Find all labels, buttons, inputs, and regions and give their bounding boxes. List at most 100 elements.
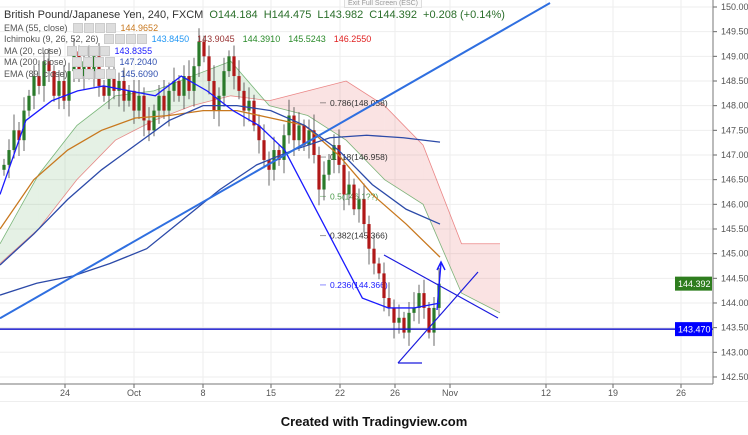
indicator-buttons[interactable] — [72, 68, 116, 79]
close-icon[interactable] — [104, 57, 115, 68]
indicator-buttons[interactable] — [71, 57, 115, 68]
y-tick-label: 150.000 — [721, 2, 748, 12]
y-tick-label: 149.000 — [721, 51, 748, 61]
close-icon[interactable] — [105, 68, 116, 79]
candle — [182, 65, 186, 110]
candle-body — [422, 293, 426, 308]
gear-icon[interactable] — [83, 68, 94, 79]
gear-icon[interactable] — [114, 34, 125, 45]
indicator-line — [0, 75, 441, 309]
candle-body — [127, 90, 131, 101]
eye-icon[interactable] — [103, 34, 114, 45]
candle — [62, 65, 66, 110]
candle-body — [287, 115, 291, 136]
indicator-legend-row[interactable]: MA (200, close) 147.2040 — [4, 57, 505, 69]
candle-body — [122, 80, 126, 101]
ichimoku-cloud-segment — [461, 243, 500, 313]
candle — [382, 262, 386, 312]
indicator-value: 144.9652 — [120, 22, 159, 33]
indicator-buttons[interactable] — [66, 45, 110, 56]
candle-body — [397, 317, 401, 323]
candle-body — [332, 145, 336, 160]
candle — [227, 50, 231, 78]
candle-body — [157, 95, 161, 111]
indicator-label: MA (200, close) — [4, 57, 67, 68]
candle-body — [377, 263, 381, 274]
triangle-upper-line — [383, 254, 499, 319]
candle-body — [37, 76, 41, 86]
candle-body — [192, 66, 196, 91]
candle-body — [392, 307, 396, 323]
plus-icon[interactable] — [94, 22, 105, 33]
candle-body — [247, 100, 251, 111]
indicator-value: 143.8450 — [151, 34, 190, 45]
plus-icon[interactable] — [93, 57, 104, 68]
candle-body — [172, 80, 176, 91]
candle-body — [132, 90, 136, 111]
candle-body — [182, 76, 186, 96]
candle — [32, 65, 36, 110]
candle — [232, 45, 236, 90]
gear-icon[interactable] — [83, 22, 94, 33]
candle — [42, 52, 46, 102]
plus-icon[interactable] — [94, 68, 105, 79]
gear-icon[interactable] — [77, 45, 88, 56]
close-icon[interactable] — [136, 34, 147, 45]
gear-icon[interactable] — [82, 57, 93, 68]
ichimoku-cloud-segment — [423, 145, 462, 294]
candle — [187, 60, 191, 100]
footer-credit: Created with Tradingview.com — [280, 414, 468, 429]
candle — [377, 257, 381, 280]
indicator-buttons[interactable] — [72, 22, 116, 33]
candle-body — [352, 184, 356, 210]
eye-icon[interactable] — [71, 57, 82, 68]
x-tick-label: 19 — [608, 388, 618, 398]
high-value: H144.475 — [263, 9, 312, 21]
candle — [332, 134, 336, 174]
eye-icon[interactable] — [66, 45, 77, 56]
candle — [157, 84, 161, 124]
candle-body — [167, 90, 171, 111]
candle-body — [202, 41, 206, 57]
indicator-legend-row[interactable]: EMA (89, close) 145.6090 — [4, 68, 505, 80]
close-icon[interactable] — [105, 22, 116, 33]
candle-body — [282, 135, 286, 160]
candle — [362, 183, 366, 233]
arrow-line — [436, 262, 442, 311]
candle-body — [342, 164, 346, 195]
candle — [207, 45, 211, 95]
indicator-legend-row[interactable]: EMA (55, close) 144.9652 — [4, 22, 505, 34]
candle-body — [302, 125, 306, 146]
indicator-value: 145.5243 — [288, 34, 326, 45]
y-tick-label: 144.500 — [721, 273, 748, 283]
y-tick-label: 143.500 — [721, 323, 748, 333]
candle-body — [432, 307, 436, 333]
indicator-legend-row[interactable]: Ichimoku (9, 26, 52, 26) 143.8450 143.9045… — [4, 34, 505, 46]
symbol-row: British Pound/Japanese Yen, 240, FXCM O1… — [4, 8, 505, 22]
indicator-legend-row[interactable]: MA (20, close) 143.8355 — [4, 45, 505, 57]
price-label: 144.392 — [678, 279, 711, 289]
candle-body — [137, 95, 141, 111]
eye-icon[interactable] — [72, 22, 83, 33]
candle — [387, 282, 391, 317]
y-tick-label: 147.000 — [721, 150, 748, 160]
x-tick-label: 24 — [60, 388, 70, 398]
indicator-value: 147.2040 — [119, 57, 158, 68]
candle — [277, 144, 281, 166]
candle — [402, 311, 406, 339]
plus-icon[interactable] — [125, 34, 136, 45]
candle — [7, 139, 11, 179]
candle-body — [107, 76, 111, 96]
indicator-label: MA (20, close) — [4, 45, 62, 56]
candle — [197, 28, 201, 78]
y-tick-label: 146.500 — [721, 175, 748, 185]
candle — [422, 279, 426, 319]
open-value: O144.184 — [209, 9, 258, 21]
eye-icon[interactable] — [72, 68, 83, 79]
indicator-buttons[interactable] — [103, 34, 147, 45]
symbol-title[interactable]: British Pound/Japanese Yen, 240, FXCM — [4, 9, 204, 21]
candle-body — [217, 95, 221, 111]
plus-icon[interactable] — [88, 45, 99, 56]
close-icon[interactable] — [99, 45, 110, 56]
